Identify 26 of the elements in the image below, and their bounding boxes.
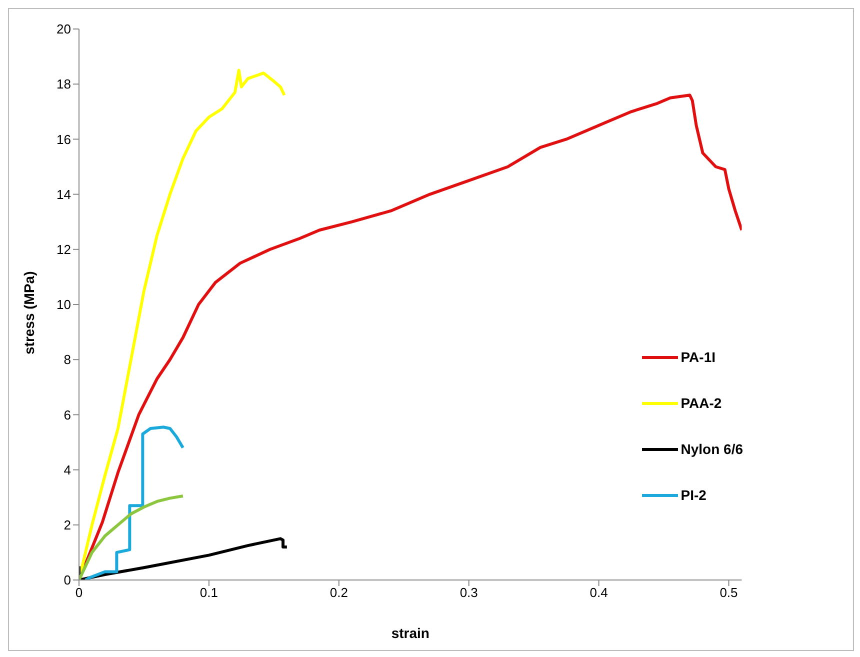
legend-label: Nylon 6/6 — [680, 441, 743, 457]
line-series — [79, 494, 184, 580]
line-series — [79, 537, 288, 580]
x-tick-label: 0.5 — [720, 585, 738, 600]
y-tick-label: 0 — [64, 572, 71, 588]
y-tick-label: 18 — [56, 76, 71, 92]
x-tick-label: 0.1 — [200, 585, 218, 600]
line-series — [84, 426, 184, 580]
x-tick-label: 0 — [75, 585, 83, 600]
legend-label: PAA-2 — [680, 395, 722, 411]
y-tick-label: 2 — [64, 518, 71, 533]
y-tick-label: 16 — [56, 132, 71, 147]
legend-label: PI-2 — [680, 487, 706, 503]
y-tick-label: 14 — [56, 186, 71, 202]
legend-label: PA-1I — [680, 349, 716, 365]
y-tick-label: 8 — [64, 352, 71, 368]
y-tick-label: 10 — [56, 297, 71, 312]
y-tick-label: 6 — [64, 407, 71, 422]
x-axis-title: strain — [391, 625, 430, 641]
x-tick-label: 0.3 — [460, 585, 478, 600]
y-axis-title: stress (MPa) — [20, 271, 37, 354]
y-tick-label: 12 — [56, 242, 71, 258]
x-tick-label: 0.2 — [330, 585, 348, 600]
y-tick-label: 20 — [56, 22, 71, 37]
y-tick-label: 4 — [64, 462, 71, 478]
x-tick-label: 0.4 — [590, 585, 608, 600]
